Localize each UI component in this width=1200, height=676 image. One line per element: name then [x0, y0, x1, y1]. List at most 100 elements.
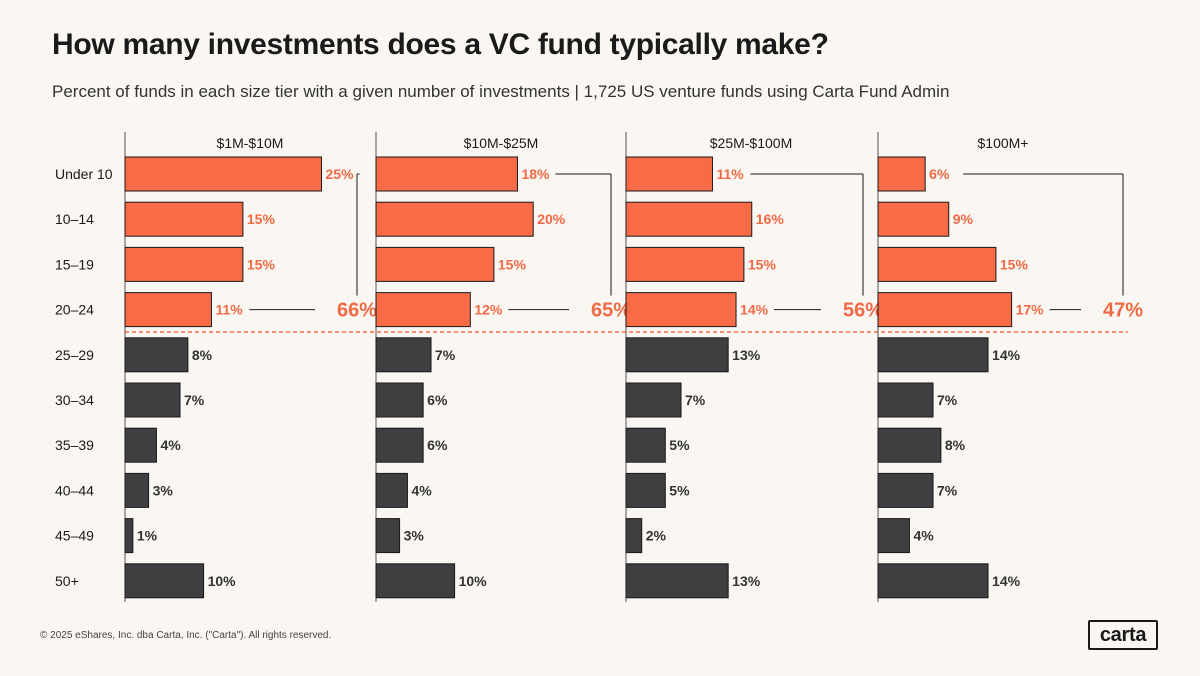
bracket-total: 66% — [337, 300, 377, 322]
data-label: 3% — [404, 528, 425, 544]
bar — [375, 337, 432, 373]
bar — [877, 246, 997, 282]
panel-header: $100M+ — [978, 135, 1029, 151]
data-label: 14% — [992, 573, 1021, 589]
data-label: 6% — [427, 437, 448, 453]
data-label: 14% — [992, 347, 1021, 363]
bracket-total: 65% — [591, 300, 631, 322]
data-label: 7% — [937, 392, 958, 408]
panel-header: $25M-$100M — [710, 135, 793, 151]
bar — [375, 518, 401, 554]
data-label: 18% — [521, 166, 550, 182]
category-label: 30–34 — [55, 392, 94, 408]
data-label: 8% — [945, 437, 966, 453]
bar — [625, 382, 682, 418]
bar — [877, 337, 989, 373]
data-label: 6% — [929, 166, 950, 182]
bar — [375, 201, 534, 237]
data-label: 12% — [474, 302, 503, 318]
data-label: 6% — [427, 392, 448, 408]
bar — [625, 518, 643, 554]
category-label: 50+ — [55, 573, 79, 589]
bar — [124, 563, 205, 599]
bar — [124, 472, 150, 508]
data-label: 4% — [913, 528, 934, 544]
copyright-footer: © 2025 eShares, Inc. dba Carta, Inc. ("C… — [40, 630, 332, 641]
bar — [375, 382, 424, 418]
data-label: 2% — [646, 528, 667, 544]
category-label: 15–19 — [55, 256, 94, 272]
data-label: 10% — [459, 573, 488, 589]
data-label: 7% — [685, 392, 706, 408]
bar — [124, 201, 244, 237]
data-label: 15% — [247, 256, 276, 272]
bar — [124, 427, 157, 463]
bar — [375, 427, 424, 463]
data-label: 20% — [537, 211, 566, 227]
bracket-total: 47% — [1103, 300, 1143, 322]
category-label: 35–39 — [55, 437, 94, 453]
bar — [124, 382, 181, 418]
bar — [124, 156, 322, 192]
bar — [877, 472, 934, 508]
bar — [877, 518, 910, 554]
panel-header: $10M-$25M — [464, 135, 539, 151]
category-label: 25–29 — [55, 347, 94, 363]
bar — [625, 427, 666, 463]
category-label: Under 10 — [55, 166, 113, 182]
data-label: 15% — [748, 256, 777, 272]
bar — [877, 292, 1013, 328]
data-label: 5% — [669, 437, 690, 453]
data-label: 9% — [953, 211, 974, 227]
bar — [877, 201, 950, 237]
category-label: 40–44 — [55, 482, 94, 498]
panel-header: $1M-$10M — [217, 135, 284, 151]
data-label: 11% — [716, 166, 744, 182]
data-label: 4% — [411, 482, 432, 498]
data-label: 8% — [192, 347, 213, 363]
category-label: 20–24 — [55, 302, 94, 318]
bar — [877, 427, 942, 463]
bar — [124, 246, 244, 282]
bar — [877, 563, 989, 599]
category-label: 45–49 — [55, 528, 94, 544]
bar — [375, 246, 495, 282]
bar — [625, 246, 745, 282]
bar — [124, 337, 189, 373]
bar — [625, 156, 713, 192]
bar — [625, 337, 729, 373]
bracket-total: 56% — [843, 300, 883, 322]
data-label: 11% — [215, 302, 243, 318]
data-label: 13% — [732, 573, 761, 589]
bar — [625, 472, 666, 508]
data-label: 7% — [184, 392, 205, 408]
bar — [375, 472, 408, 508]
bar — [625, 201, 753, 237]
data-label: 4% — [160, 437, 181, 453]
category-label: 10–14 — [55, 211, 94, 227]
bar — [625, 563, 729, 599]
bar — [375, 563, 456, 599]
bar — [124, 292, 212, 328]
data-label: 15% — [247, 211, 276, 227]
data-label: 5% — [669, 482, 690, 498]
bar — [375, 292, 471, 328]
bar — [375, 156, 518, 192]
chart-title: How many investments does a VC fund typi… — [52, 28, 829, 61]
data-label: 7% — [435, 347, 456, 363]
data-label: 13% — [732, 347, 761, 363]
bar — [877, 382, 934, 418]
carta-logo[interactable]: carta — [1088, 620, 1158, 650]
data-label: 14% — [740, 302, 769, 318]
data-label: 16% — [756, 211, 785, 227]
data-label: 3% — [153, 482, 174, 498]
data-label: 15% — [498, 256, 527, 272]
data-label: 17% — [1016, 302, 1045, 318]
data-label: 7% — [937, 482, 958, 498]
data-label: 15% — [1000, 256, 1029, 272]
bar — [124, 518, 134, 554]
chart-subtitle: Percent of funds in each size tier with … — [52, 82, 950, 101]
bar — [877, 156, 926, 192]
bar — [625, 292, 737, 328]
